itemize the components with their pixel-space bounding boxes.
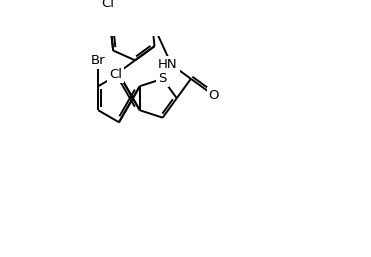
Text: S: S bbox=[158, 72, 167, 85]
Text: O: O bbox=[209, 89, 219, 102]
Text: Cl: Cl bbox=[102, 0, 115, 10]
Text: Br: Br bbox=[91, 54, 105, 67]
Text: Cl: Cl bbox=[109, 68, 122, 81]
Text: HN: HN bbox=[158, 58, 178, 71]
